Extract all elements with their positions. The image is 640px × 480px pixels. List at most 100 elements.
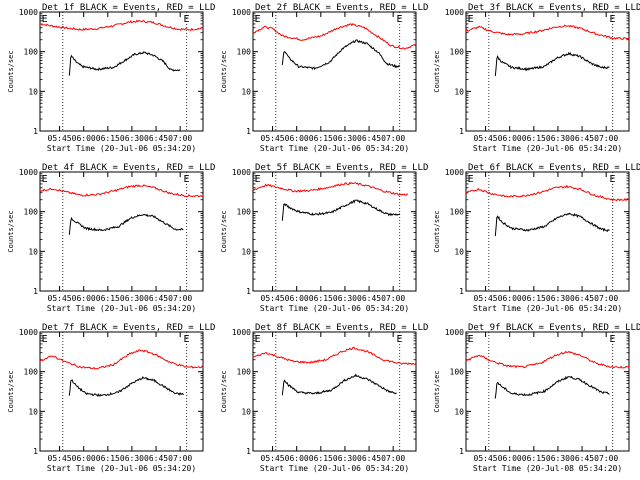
y-tick-label: 1000 — [19, 8, 38, 17]
y-tick-label: 100 — [24, 368, 39, 377]
x-tick-label: 05:45 — [261, 454, 285, 463]
series-events-line — [281, 39, 400, 71]
annotation-e: E — [183, 334, 189, 345]
x-tick-label: 07:00 — [168, 294, 192, 303]
series-events-line — [494, 51, 610, 77]
panel-title: Det 6f BLACK = Events, RED = LLD — [468, 163, 640, 173]
panel-2: Det 2f BLACK = Events, RED = LLD 1 10 100 10… — [220, 3, 428, 153]
y-tick-label: 1000 — [232, 8, 251, 17]
x-tick-label: 06:45 — [357, 454, 381, 463]
x-tick-label: 07:00 — [381, 134, 405, 143]
x-tick-label: 05:45 — [474, 134, 498, 143]
panel-title: Det 1f BLACK = Events, RED = LLD — [42, 3, 215, 13]
annotation-e: E — [255, 14, 261, 25]
y-tick-label: 1000 — [445, 328, 464, 337]
x-axis-label: Start Time (20-Jul-06 05:34:20) — [260, 144, 409, 153]
series-events-line — [494, 375, 610, 399]
y-tick-label: 1000 — [232, 168, 251, 177]
series-events-line — [68, 213, 184, 235]
series-lld-line — [252, 181, 409, 196]
annotation-e: E — [609, 14, 615, 25]
panel-title: Det 9f BLACK = Events, RED = LLD — [468, 323, 640, 333]
y-tick-label: 1000 — [19, 328, 38, 337]
x-tick-label: 06:45 — [570, 134, 594, 143]
plot-frame — [39, 171, 204, 292]
y-axis-label: Counts/sec — [220, 50, 228, 92]
series-events-line — [281, 373, 397, 396]
x-tick-label: 05:45 — [48, 454, 72, 463]
y-tick-label: 100 — [237, 208, 252, 217]
x-tick-label: 06:30 — [546, 134, 570, 143]
annotation-e: E — [396, 174, 402, 185]
annotation-e: E — [468, 334, 474, 345]
y-tick-label: 1 — [246, 127, 251, 136]
y-tick-label: 10 — [241, 407, 251, 416]
annotation-e: E — [255, 174, 261, 185]
y-tick-label: 1 — [459, 127, 464, 136]
x-tick-label: 07:00 — [381, 294, 405, 303]
x-tick-label: 06:00 — [72, 454, 96, 463]
annotation-e: E — [183, 174, 189, 185]
x-tick-label: 06:15 — [522, 454, 546, 463]
y-axis-label: Counts/sec — [433, 370, 441, 412]
y-tick-label: 1 — [33, 127, 38, 136]
panel-title: Det 7f BLACK = Events, RED = LLD — [42, 323, 215, 333]
x-tick-label: 05:45 — [48, 294, 72, 303]
x-tick-label: 06:15 — [309, 454, 333, 463]
panel-title: Det 8f BLACK = Events, RED = LLD — [255, 323, 428, 333]
plot-frame — [465, 331, 630, 452]
y-tick-label: 1 — [33, 287, 38, 296]
x-tick-label: 06:15 — [96, 454, 120, 463]
panel-9: Det 9f BLACK = Events, RED = LLD 1 10 100 10… — [433, 323, 640, 473]
x-tick-label: 07:00 — [168, 134, 192, 143]
x-tick-label: 05:45 — [48, 134, 72, 143]
x-tick-label: 06:45 — [570, 454, 594, 463]
panel-8: Det 8f BLACK = Events, RED = LLD 1 10 100 10… — [220, 323, 428, 473]
y-axis-label: Counts/sec — [433, 50, 441, 92]
x-tick-label: 06:00 — [285, 454, 309, 463]
x-tick-label: 07:00 — [168, 454, 192, 463]
annotation-e: E — [396, 334, 402, 345]
x-axis-label: Start Time (20-Jul-06 05:34:20) — [473, 144, 622, 153]
y-tick-label: 10 — [454, 87, 464, 96]
y-tick-label: 10 — [454, 247, 464, 256]
y-tick-label: 1000 — [445, 8, 464, 17]
x-tick-label: 06:45 — [144, 134, 168, 143]
x-tick-label: 06:30 — [333, 454, 357, 463]
plot-frame — [252, 171, 417, 292]
y-tick-label: 10 — [241, 87, 251, 96]
panel-title: Det 5f BLACK = Events, RED = LLD — [255, 163, 428, 173]
panel-7: Det 7f BLACK = Events, RED = LLD 1 10 100 10… — [7, 323, 215, 473]
plot-frame — [252, 11, 417, 132]
x-axis-label: Start Time (20-Jul-06 05:34:20) — [260, 464, 409, 473]
x-tick-label: 06:00 — [72, 294, 96, 303]
series-events-line — [281, 199, 401, 221]
x-tick-label: 06:15 — [309, 134, 333, 143]
x-tick-label: 07:00 — [594, 294, 618, 303]
x-tick-label: 06:30 — [333, 134, 357, 143]
y-axis-label: Counts/sec — [7, 370, 15, 412]
x-axis-label: Start Time (20-Jul-06 05:34:20) — [47, 144, 196, 153]
annotation-e: E — [42, 334, 48, 345]
plot-frame — [465, 11, 630, 132]
y-tick-label: 1000 — [232, 328, 251, 337]
series-lld-line — [465, 350, 630, 369]
x-tick-label: 06:15 — [522, 294, 546, 303]
annotation-e: E — [609, 174, 615, 185]
series-lld-line — [465, 184, 630, 202]
x-tick-label: 06:00 — [498, 454, 522, 463]
y-tick-label: 100 — [237, 368, 252, 377]
y-tick-label: 1 — [246, 287, 251, 296]
series-lld-line — [252, 23, 417, 50]
annotation-e: E — [609, 334, 615, 345]
x-tick-label: 07:00 — [594, 134, 618, 143]
y-tick-label: 10 — [454, 407, 464, 416]
y-tick-label: 10 — [241, 247, 251, 256]
x-axis-label: Start Time (20-Jul-06 05:34:20) — [47, 464, 196, 473]
y-tick-label: 100 — [24, 48, 39, 57]
panel-title: Det 4f BLACK = Events, RED = LLD — [42, 163, 215, 173]
x-tick-label: 06:30 — [120, 454, 144, 463]
x-tick-label: 06:30 — [546, 454, 570, 463]
panel-3: Det 3f BLACK = Events, RED = LLD 1 10 100 10… — [433, 3, 640, 153]
